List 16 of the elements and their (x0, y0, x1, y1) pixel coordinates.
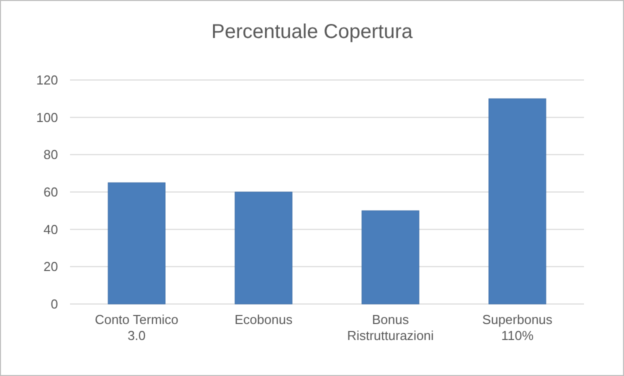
bar (488, 98, 546, 304)
y-tick-label: 40 (44, 222, 58, 237)
x-tick-label: Bonus Ristrutturazioni (347, 312, 434, 343)
chart-title: Percentuale Copertura (211, 21, 414, 43)
bar (108, 182, 166, 304)
y-tick-label: 20 (44, 259, 58, 274)
y-tick-label: 0 (50, 296, 58, 312)
y-tick-label: 80 (44, 147, 58, 162)
x-tick-label: Superbonus 110% (482, 312, 553, 343)
bar (234, 192, 292, 304)
bar (362, 210, 420, 304)
y-tick-label: 100 (36, 110, 58, 125)
x-tick-label: Ecobonus (234, 312, 293, 327)
y-tick-label: 60 (44, 184, 58, 200)
x-tick-label: Conto Termico 3.0 (94, 312, 178, 343)
y-tick-label: 120 (36, 72, 58, 88)
